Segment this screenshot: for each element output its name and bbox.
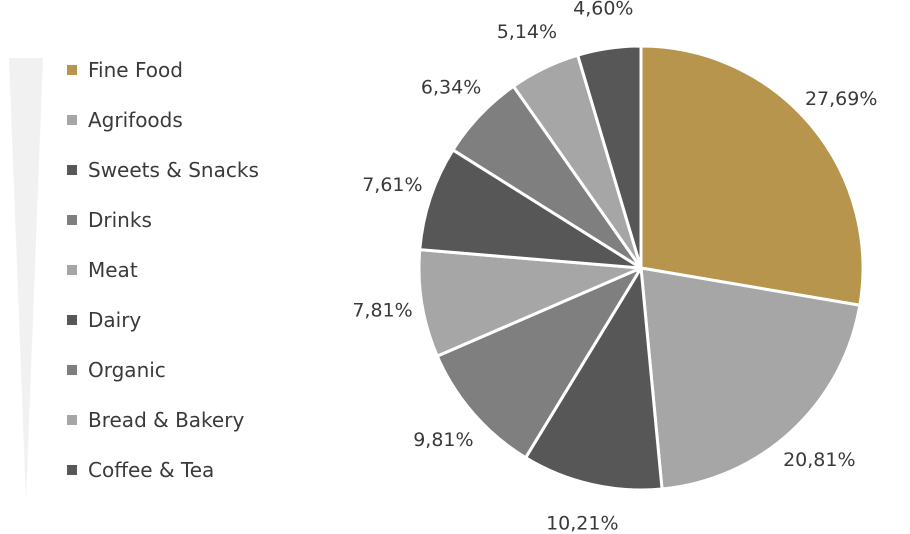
legend-swatch (67, 415, 77, 425)
legend-item-drinks: Drinks (67, 208, 152, 232)
value-label-drinks: 9,81% (413, 429, 473, 451)
legend-swatch (67, 165, 77, 175)
pie-value-labels: 27,69% 20,81% 10,21% 9,81% 7,81% 7,61% 6,34% 5,… (352, 0, 877, 534)
value-label-organic: 6,34% (421, 77, 481, 99)
legend-swatch (67, 265, 77, 275)
pie-slice-fine-food (639, 44, 865, 307)
value-label-meat: 7,81% (352, 299, 412, 321)
legend-label: Meat (88, 258, 138, 282)
pie-slices (417, 44, 865, 492)
legend-item-sweets-and-snacks: Sweets & Snacks (67, 158, 259, 182)
legend-label: Drinks (88, 208, 152, 232)
legend-label: Sweets & Snacks (88, 158, 259, 182)
legend-item-bread-and-bakery: Bread & Bakery (67, 408, 244, 432)
legend-swatch (67, 215, 77, 225)
legend-swatch (67, 115, 77, 125)
legend-label: Dairy (88, 308, 141, 332)
legend-swatch (67, 365, 77, 375)
legend-swatch (67, 465, 77, 475)
legend-label: Coffee & Tea (88, 458, 214, 482)
value-label-dairy: 7,61% (362, 174, 422, 196)
legend-item-coffee-and-tea: Coffee & Tea (67, 458, 214, 482)
pie-slice-agrifoods (639, 266, 862, 491)
legend-label: Organic (88, 358, 166, 382)
pie-slice-drinks (435, 266, 643, 460)
legend-item-dairy: Dairy (67, 308, 141, 332)
legend-label: Agrifoods (88, 108, 183, 132)
value-label-bread-and-bakery: 5,14% (497, 21, 557, 43)
legend-item-meat: Meat (67, 258, 138, 282)
legend-swatch (67, 315, 77, 325)
pie-slice-coffee-and-tea (576, 44, 643, 270)
legend-item-fine-food: Fine Food (67, 58, 183, 82)
legend-item-agrifoods: Agrifoods (67, 108, 183, 132)
legend-decoration-wedge (9, 58, 43, 500)
legend-item-organic: Organic (67, 358, 166, 382)
value-label-agrifoods: 20,81% (783, 449, 855, 471)
legend-swatch (67, 65, 77, 75)
pie-slice-sweets-and-snacks (524, 266, 664, 492)
value-label-fine-food: 27,69% (805, 88, 877, 110)
legend: Fine Food Agrifoods Sweets & Snacks Drinks M… (67, 58, 259, 482)
pie-slice-meat (417, 248, 643, 358)
legend-label: Fine Food (88, 58, 183, 82)
value-label-coffee-and-tea: 4,60% (573, 0, 633, 20)
value-label-sweets-and-snacks: 10,21% (546, 512, 618, 534)
pie-slice-dairy (418, 148, 643, 270)
legend-label: Bread & Bakery (88, 408, 244, 432)
